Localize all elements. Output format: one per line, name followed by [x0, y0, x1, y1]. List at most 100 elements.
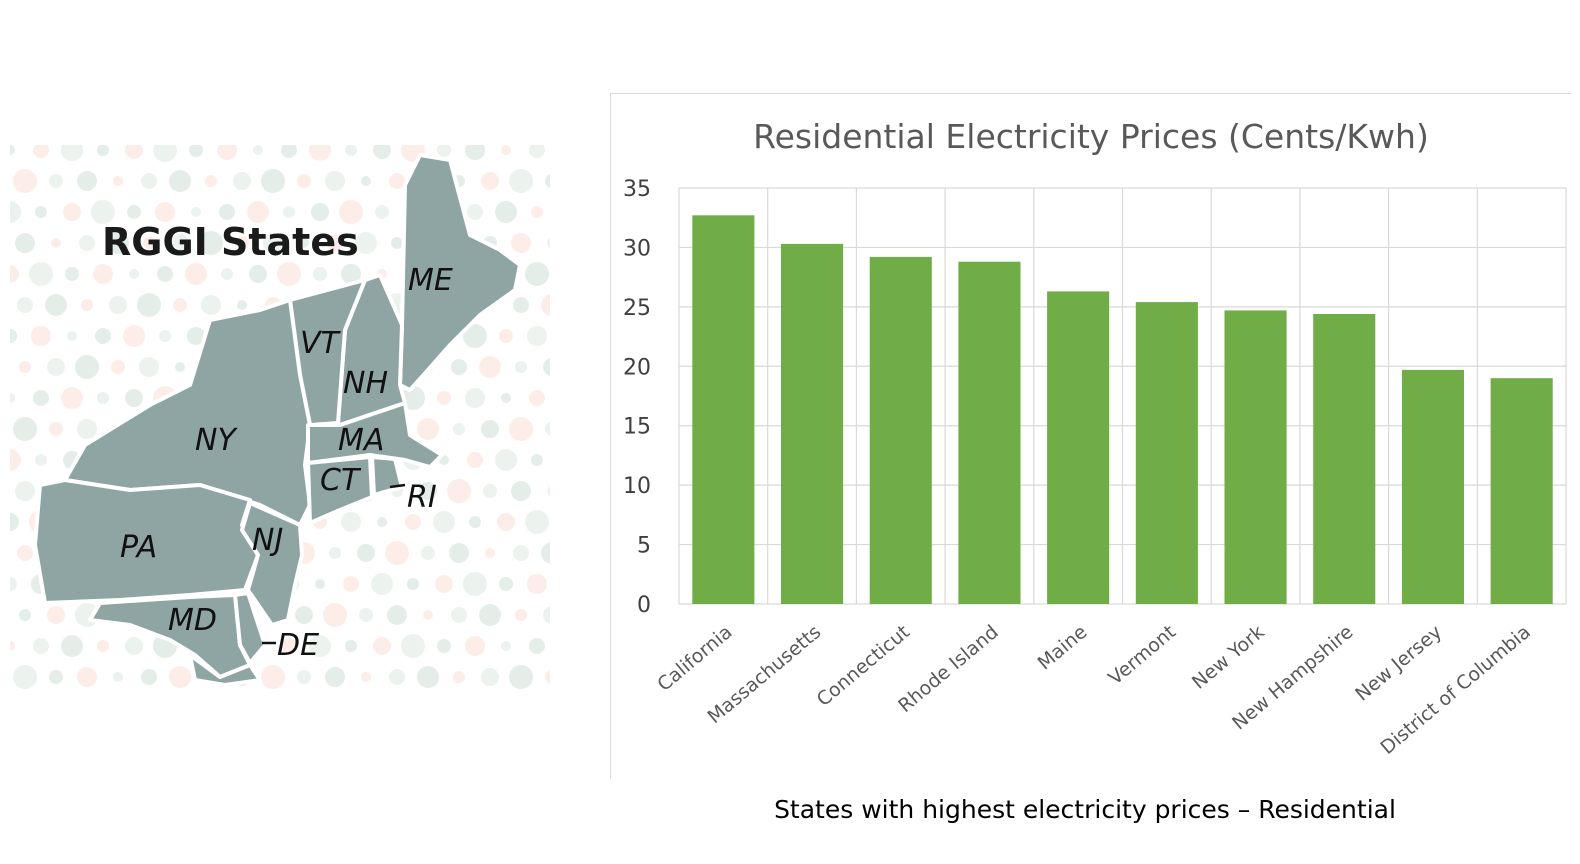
- background-dot: [377, 517, 387, 527]
- background-dot: [97, 640, 109, 652]
- background-dot: [77, 667, 97, 687]
- background-dot: [81, 299, 93, 311]
- rggi-map: RGGI States ME VT NH NY MA CT RI PA NJ M…: [10, 145, 550, 689]
- background-dot: [499, 577, 513, 591]
- background-dot: [61, 145, 83, 161]
- background-dot: [111, 360, 125, 374]
- background-dot: [13, 169, 37, 193]
- background-dot: [391, 237, 403, 249]
- background-dot: [545, 174, 550, 188]
- background-dot: [481, 420, 499, 438]
- background-dot: [125, 389, 143, 407]
- bar-chart: Residential Electricity Prices (Cents/Kw…: [623, 117, 1567, 759]
- background-dot: [93, 264, 113, 284]
- background-dot: [423, 610, 433, 620]
- background-dot: [19, 609, 31, 621]
- background-dot: [495, 201, 517, 223]
- background-dot: [375, 205, 389, 219]
- background-dot: [323, 603, 347, 627]
- background-dot: [479, 604, 501, 626]
- background-dot: [401, 634, 425, 658]
- background-dot: [509, 665, 533, 689]
- background-dot: [295, 606, 313, 624]
- background-dot: [481, 668, 499, 686]
- state-label-ny: NY: [195, 423, 238, 458]
- background-dot: [51, 238, 61, 248]
- background-dot: [13, 665, 37, 689]
- background-dot: [113, 176, 123, 186]
- background-dot: [65, 267, 79, 281]
- background-dot: [17, 545, 33, 561]
- state-shape-de: [233, 591, 267, 665]
- background-dot: [327, 235, 343, 251]
- background-dot: [297, 174, 311, 188]
- chart-panel: Residential Electricity Prices (Cents/Kw…: [610, 93, 1571, 779]
- background-dot: [10, 393, 15, 403]
- background-dot: [315, 579, 325, 589]
- background-dot: [235, 236, 249, 250]
- background-dot: [139, 357, 159, 377]
- background-dot: [485, 548, 495, 558]
- background-dot: [33, 638, 49, 654]
- state-label-nj: NJ: [252, 523, 283, 558]
- y-tick-label: 35: [623, 177, 651, 202]
- state-label-ri: RI: [407, 480, 437, 515]
- background-dot: [10, 329, 17, 343]
- x-category-label: New York: [1188, 621, 1269, 694]
- rggi-map-panel: RGGI States ME VT NH NY MA CT RI PA NJ M…: [10, 145, 550, 693]
- background-dot: [19, 361, 31, 373]
- background-dot: [547, 486, 550, 496]
- background-dot: [10, 265, 19, 283]
- background-dot: [35, 454, 47, 466]
- map-title: RGGI States: [102, 220, 359, 264]
- y-tick-label: 10: [623, 474, 651, 499]
- state-shape-ri: [370, 455, 404, 497]
- background-dot: [175, 362, 185, 372]
- background-dot: [297, 670, 311, 684]
- background-dot: [169, 666, 191, 688]
- background-dot: [10, 513, 19, 531]
- background-dot: [483, 484, 497, 498]
- background-dot: [281, 145, 297, 158]
- background-dot: [437, 391, 451, 405]
- background-dot: [501, 641, 511, 651]
- background-dot: [529, 145, 545, 158]
- background-dot: [465, 388, 485, 408]
- background-dot: [247, 201, 269, 223]
- background-dot: [449, 543, 469, 563]
- background-dot: [469, 516, 481, 528]
- chart-caption: States with highest electricity prices –…: [774, 795, 1396, 824]
- background-dot: [355, 232, 377, 254]
- background-dot: [453, 671, 465, 683]
- background-dot: [421, 546, 435, 560]
- background-dot: [515, 609, 527, 621]
- background-dot: [541, 294, 550, 316]
- state-shape-ct: [306, 455, 374, 525]
- background-dot: [509, 417, 533, 441]
- background-dot: [501, 393, 511, 403]
- bar-district-of-columbia: [1490, 378, 1553, 604]
- background-dot: [373, 145, 391, 159]
- background-dot: [341, 512, 361, 532]
- background-dot: [387, 605, 407, 625]
- background-dot: [529, 638, 545, 654]
- background-dot: [341, 264, 361, 284]
- background-dot: [261, 169, 285, 193]
- background-dot: [405, 514, 421, 530]
- background-dot: [33, 145, 49, 158]
- background-dot: [467, 204, 483, 220]
- background-dot: [10, 641, 15, 651]
- state-label-de: DE: [277, 628, 319, 663]
- background-dot: [221, 268, 233, 280]
- background-dot: [97, 145, 109, 156]
- background-dot: [345, 145, 357, 156]
- background-dot: [283, 206, 295, 218]
- background-dot: [263, 233, 283, 253]
- background-dot: [345, 640, 357, 652]
- background-dot: [451, 359, 467, 375]
- background-dot: [201, 295, 221, 315]
- background-dot: [187, 327, 205, 345]
- state-label-nh: NH: [343, 366, 388, 401]
- background-dot: [10, 449, 21, 471]
- background-dot: [371, 573, 393, 595]
